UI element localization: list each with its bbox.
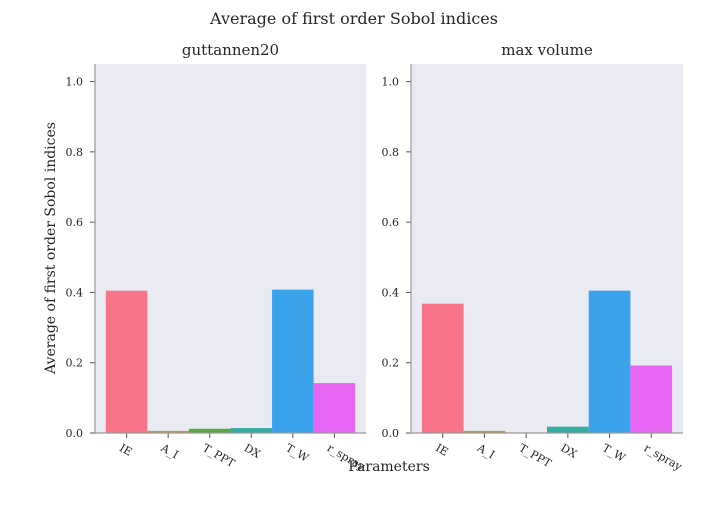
bar-t-ppt <box>188 428 231 433</box>
bar-ie <box>421 303 464 433</box>
x-tick-label: r_spray <box>642 441 685 473</box>
y-tick-label: 0.6 <box>66 216 84 229</box>
x-axis-label: Parameters <box>348 459 430 475</box>
x-tick-label: r_spray <box>325 441 368 473</box>
y-tick-label: 0.4 <box>66 286 84 299</box>
bar-t-w <box>588 290 631 433</box>
bar-a-i <box>147 430 189 433</box>
bar-dx <box>547 426 589 433</box>
bar-t-w <box>272 289 314 433</box>
x-tick-label: DX <box>242 441 263 461</box>
x-tick-label: DX <box>558 441 579 461</box>
x-tick-label: T_W <box>600 441 628 465</box>
x-tick-label: IE <box>433 441 450 458</box>
y-tick-label: 1.0 <box>66 76 84 89</box>
y-tick-label: 0.0 <box>382 427 400 440</box>
bar-r-spray <box>630 365 673 433</box>
y-tick-label: 0.0 <box>66 427 84 440</box>
y-axis-label: Average of first order Sobol indices <box>43 122 59 375</box>
x-tick-label: IE <box>117 441 134 458</box>
x-tick-label: T_PPT <box>200 441 237 470</box>
y-tick-label: 0.8 <box>66 146 84 159</box>
x-tick-label: A_I <box>158 441 181 462</box>
bar-ie <box>105 290 148 433</box>
bar-r-spray <box>313 383 356 433</box>
y-tick-label: 0.4 <box>382 286 400 299</box>
y-tick-label: 1.0 <box>382 76 400 89</box>
bar-dx <box>230 428 273 433</box>
bar-a-i <box>463 430 506 433</box>
chart-panel-2: max volume IE A_I T_PPT DX T_W r_spray 0.0 0.2 0.… <box>382 41 685 474</box>
y-tick-label: 0.2 <box>66 357 84 370</box>
y-tick-label: 0.6 <box>382 216 400 229</box>
x-tick-label: A_I <box>474 441 497 462</box>
chart-panel-1: guttannen20 IE A_I T_PPT DX T_W r_spray 0.0 0.2 0… <box>66 41 368 474</box>
panel-title: max volume <box>501 41 593 59</box>
y-tick-label: 0.8 <box>382 146 400 159</box>
x-tick-label: T_W <box>283 441 311 465</box>
figure-title: Average of first order Sobol indices <box>209 9 498 28</box>
y-tick-label: 0.2 <box>382 357 400 370</box>
x-tick-label: T_PPT <box>517 441 554 470</box>
panel-title: guttannen20 <box>182 41 279 59</box>
